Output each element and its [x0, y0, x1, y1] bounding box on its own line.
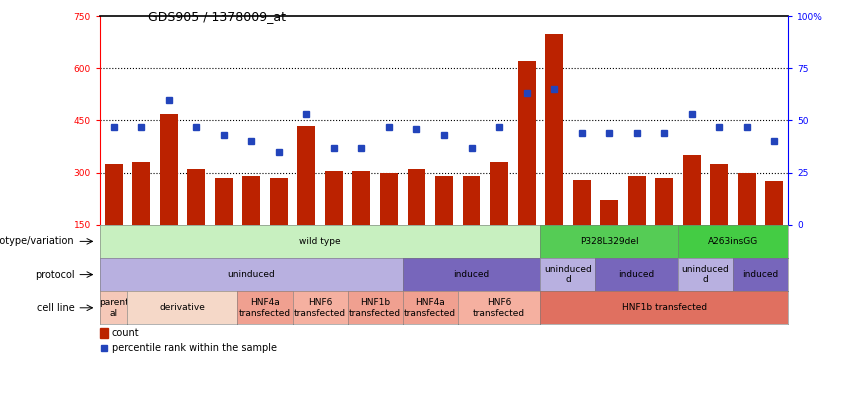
Text: induced: induced [619, 270, 654, 279]
Text: HNF4a
transfected: HNF4a transfected [404, 298, 457, 318]
Text: wild type: wild type [299, 237, 341, 246]
Text: HNF4a
transfected: HNF4a transfected [239, 298, 291, 318]
Text: cell line: cell line [36, 303, 75, 313]
Bar [242, 176, 260, 225]
Text: HNF1b
transfected: HNF1b transfected [349, 298, 401, 318]
Bar [545, 34, 563, 225]
Text: protocol: protocol [35, 270, 75, 279]
Bar [298, 126, 315, 225]
Text: induced: induced [742, 270, 779, 279]
Bar [517, 62, 536, 225]
Bar [160, 113, 178, 225]
Bar [655, 178, 674, 225]
Bar [463, 176, 481, 225]
Bar [573, 179, 590, 225]
Text: induced: induced [453, 270, 490, 279]
Text: count: count [112, 328, 140, 338]
Bar [187, 169, 205, 225]
Bar [766, 181, 783, 225]
Bar [214, 178, 233, 225]
Text: parent
al: parent al [99, 298, 128, 318]
Bar [628, 176, 646, 225]
Bar [738, 173, 756, 225]
Bar [435, 176, 453, 225]
Bar [380, 173, 398, 225]
Text: P328L329del: P328L329del [580, 237, 639, 246]
Text: uninduced: uninduced [227, 270, 275, 279]
Text: HNF6
transfected: HNF6 transfected [294, 298, 346, 318]
Bar [132, 162, 150, 225]
Bar [407, 169, 425, 225]
Bar [100, 328, 108, 338]
Bar [352, 171, 371, 225]
Bar [270, 178, 287, 225]
Text: A263insGG: A263insGG [708, 237, 759, 246]
Text: HNF6
transfected: HNF6 transfected [473, 298, 525, 318]
Bar [710, 164, 728, 225]
Bar [325, 171, 343, 225]
Bar [683, 155, 700, 225]
Text: percentile rank within the sample: percentile rank within the sample [112, 343, 277, 354]
Text: GDS905 / 1378009_at: GDS905 / 1378009_at [148, 10, 286, 23]
Bar [105, 164, 122, 225]
Bar [490, 162, 508, 225]
Text: genotype/variation: genotype/variation [0, 237, 75, 246]
Bar [601, 200, 618, 225]
Text: uninduced
d: uninduced d [681, 265, 729, 284]
Text: uninduced
d: uninduced d [544, 265, 592, 284]
Text: derivative: derivative [160, 303, 206, 312]
Text: HNF1b transfected: HNF1b transfected [621, 303, 707, 312]
